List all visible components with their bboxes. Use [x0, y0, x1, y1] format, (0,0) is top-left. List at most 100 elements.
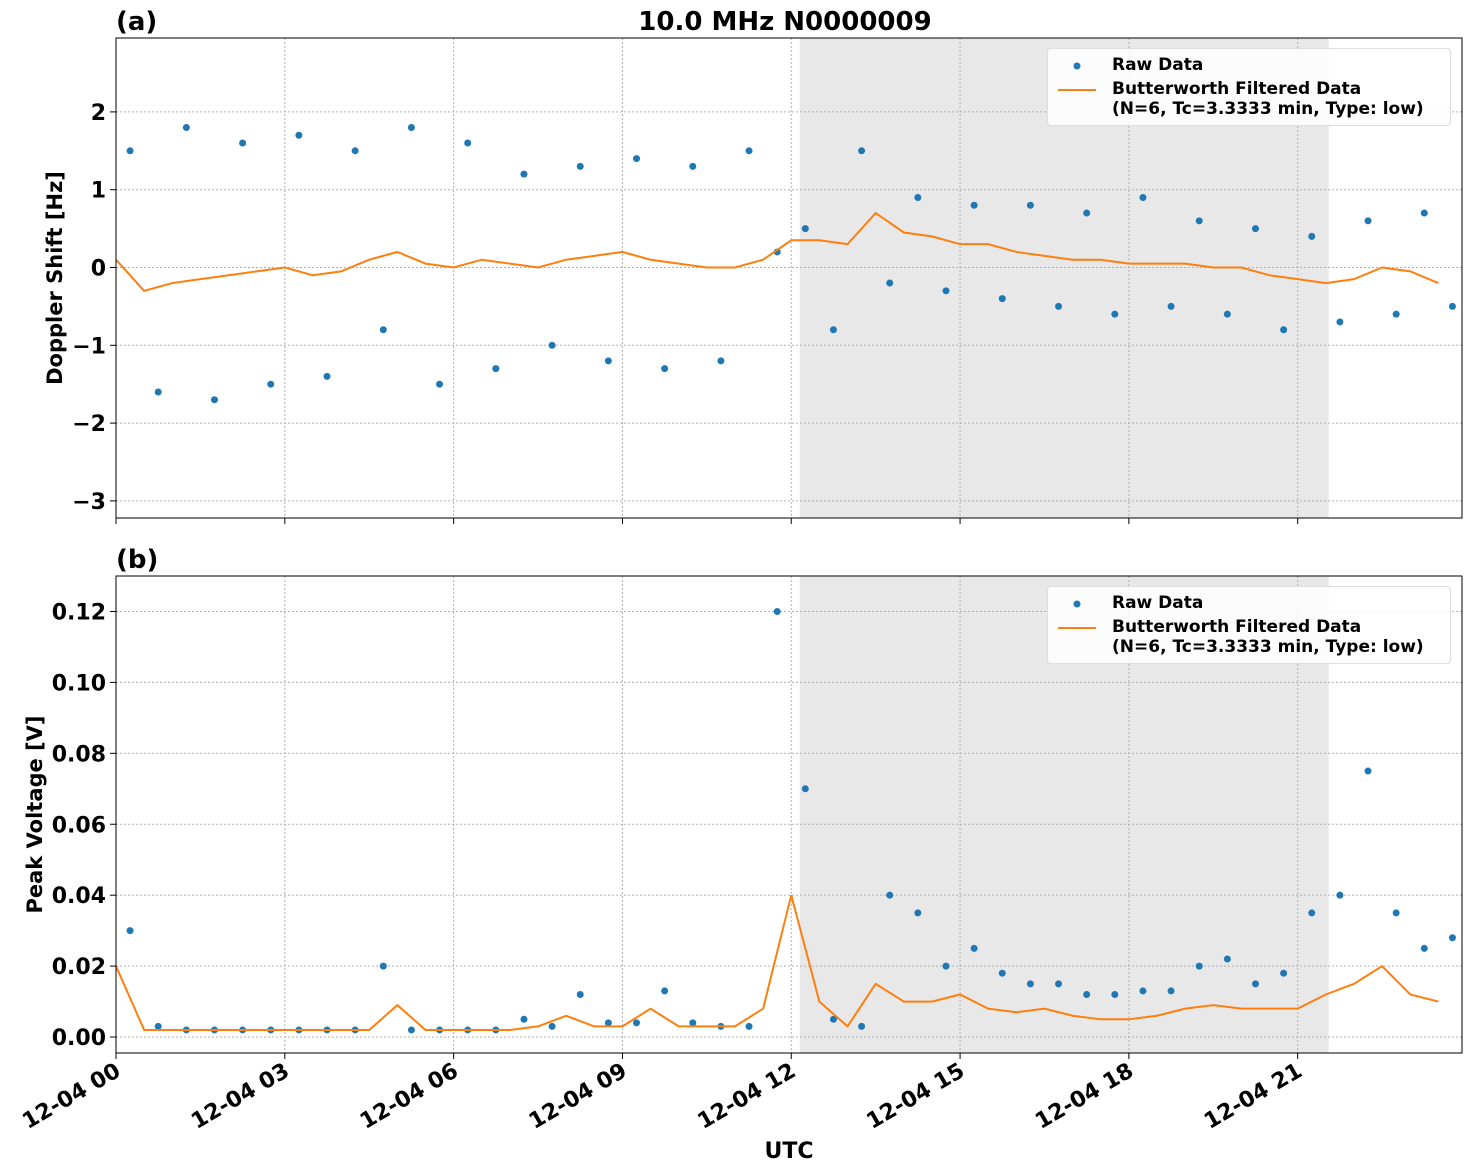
- raw-point: [1195, 962, 1203, 970]
- raw-point: [717, 357, 725, 365]
- raw-point: [1026, 980, 1034, 988]
- legend-key: [1073, 600, 1081, 608]
- y-tick-label: 0.00: [52, 1026, 106, 1051]
- y-tick-label: 0.12: [52, 600, 106, 625]
- raw-point: [942, 962, 950, 970]
- raw-point: [689, 1019, 697, 1027]
- raw-point: [829, 1015, 837, 1023]
- raw-point: [1251, 225, 1259, 233]
- raw-point: [1420, 209, 1428, 217]
- raw-point: [1055, 302, 1063, 310]
- raw-point: [661, 987, 669, 995]
- raw-point: [1392, 310, 1400, 318]
- raw-point: [633, 1019, 641, 1027]
- y-axis-label: Peak Voltage [V]: [23, 715, 47, 913]
- raw-point: [801, 225, 809, 233]
- plot-area: [116, 607, 1456, 1034]
- raw-point: [1336, 891, 1344, 899]
- legend-label: Butterworth Filtered Data (N=6, Tc=3.333…: [1112, 79, 1424, 119]
- raw-point: [154, 1022, 162, 1030]
- x-axis-label: UTC: [764, 1139, 813, 1164]
- x-tick-label: 12-04 18: [1031, 1059, 1138, 1135]
- raw-point: [126, 927, 134, 935]
- raw-point: [661, 365, 669, 373]
- raw-point: [604, 357, 612, 365]
- legend-key: [1058, 627, 1096, 629]
- raw-point: [1448, 934, 1456, 942]
- raw-point: [548, 1022, 556, 1030]
- raw-point: [1420, 944, 1428, 952]
- raw-point: [351, 147, 359, 155]
- raw-point: [604, 1019, 612, 1027]
- y-tick-label: 0.08: [52, 742, 106, 767]
- raw-point: [1251, 980, 1259, 988]
- filtered-line: [116, 211, 1439, 292]
- raw-point: [745, 147, 753, 155]
- raw-point: [1111, 310, 1119, 318]
- legend-label: Butterworth Filtered Data (N=6, Tc=3.333…: [1112, 617, 1424, 657]
- raw-point: [436, 380, 444, 388]
- raw-point: [1111, 990, 1119, 998]
- legend: Raw Data Butterworth Filtered Data (N=6, …: [1047, 586, 1451, 664]
- x-tick-label: 12-04 03: [187, 1059, 294, 1135]
- raw-point: [1167, 302, 1175, 310]
- raw-point: [1139, 987, 1147, 995]
- raw-point: [576, 990, 584, 998]
- legend-entry: Raw Data: [1056, 55, 1442, 77]
- y-tick-label: −2: [72, 412, 106, 437]
- raw-point: [1083, 990, 1091, 998]
- raw-point: [886, 279, 894, 287]
- raw-point: [464, 139, 472, 147]
- legend: Raw Data Butterworth Filtered Data (N=6, …: [1047, 48, 1451, 126]
- axes-frame: [115, 37, 1463, 519]
- y-tick-label: 0.10: [52, 671, 106, 696]
- raw-point: [942, 287, 950, 295]
- panel-label: (a): [116, 7, 157, 37]
- raw-point: [970, 201, 978, 209]
- raw-point: [689, 162, 697, 170]
- raw-point: [914, 909, 922, 917]
- raw-point: [1055, 980, 1063, 988]
- raw-point: [295, 131, 303, 139]
- raw-point: [801, 785, 809, 793]
- legend-marker: [1073, 62, 1081, 70]
- raw-point: [773, 607, 781, 615]
- raw-point: [745, 1022, 753, 1030]
- raw-point: [1336, 318, 1344, 326]
- raw-point: [407, 123, 415, 131]
- plot-area: [116, 123, 1456, 404]
- x-tick-label: 12-04 00: [18, 1059, 125, 1135]
- raw-point: [1364, 767, 1372, 775]
- raw-point: [886, 891, 894, 899]
- raw-point: [998, 295, 1006, 303]
- panel-label: (b): [116, 545, 158, 575]
- raw-point: [633, 155, 641, 163]
- chart-title: 10.0 MHz N0000009: [638, 7, 931, 37]
- y-tick-label: −3: [72, 490, 106, 515]
- raw-point: [576, 162, 584, 170]
- y-tick-label: 0: [91, 256, 106, 281]
- raw-point: [1280, 326, 1288, 334]
- raw-point: [126, 147, 134, 155]
- raw-point: [1139, 193, 1147, 201]
- y-tick-label: 0.02: [52, 955, 106, 980]
- legend-entry: Butterworth Filtered Data (N=6, Tc=3.333…: [1056, 79, 1442, 119]
- legend-label: Raw Data: [1112, 593, 1204, 613]
- y-tick-label: −1: [72, 334, 106, 359]
- raw-point: [1223, 955, 1231, 963]
- y-tick-label: 0.04: [52, 884, 106, 909]
- raw-point: [1448, 302, 1456, 310]
- raw-point: [492, 365, 500, 373]
- raw-point: [829, 326, 837, 334]
- raw-point: [520, 1015, 528, 1023]
- y-tick-label: 1: [91, 179, 106, 204]
- raw-point: [1195, 217, 1203, 225]
- raw-point: [858, 1022, 866, 1030]
- raw-point: [1364, 217, 1372, 225]
- raw-point: [379, 962, 387, 970]
- filtered-line: [116, 894, 1439, 1031]
- raw-point: [1308, 909, 1316, 917]
- raw-point: [1167, 987, 1175, 995]
- raw-point: [1392, 909, 1400, 917]
